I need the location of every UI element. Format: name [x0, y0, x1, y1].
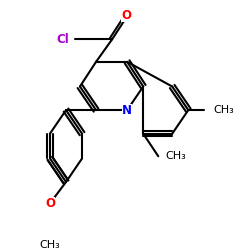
Text: Cl: Cl: [56, 33, 69, 46]
Text: O: O: [45, 197, 55, 210]
Text: O: O: [121, 9, 131, 22]
Text: CH₃: CH₃: [213, 105, 234, 115]
Text: CH₃: CH₃: [40, 240, 60, 250]
Text: CH₃: CH₃: [166, 151, 186, 161]
Text: N: N: [122, 104, 132, 117]
